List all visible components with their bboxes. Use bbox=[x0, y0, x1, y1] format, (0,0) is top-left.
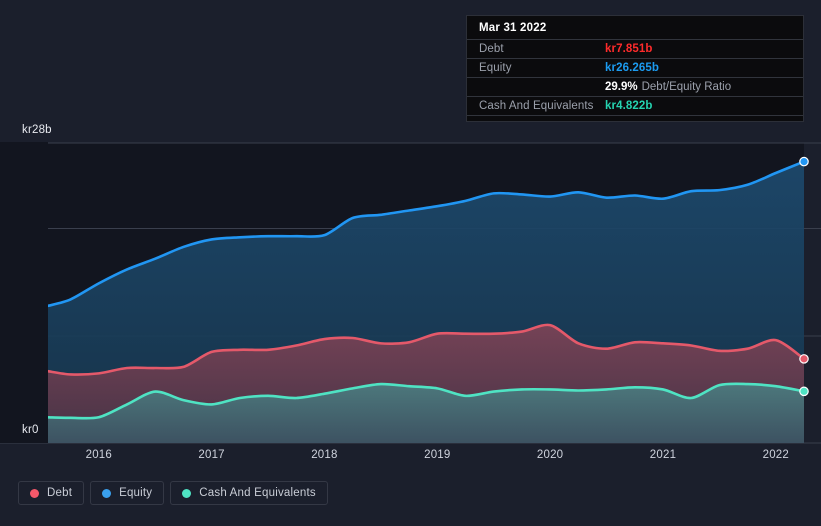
x-axis-tick-2016: 2016 bbox=[85, 449, 112, 461]
tooltip-value-debt: kr7.851b bbox=[605, 43, 653, 55]
series-debt-line bbox=[46, 323, 806, 376]
y-axis-label-bottom: kr0 bbox=[22, 424, 39, 436]
legend-dot-icon bbox=[102, 488, 112, 498]
tooltip-date: Mar 31 2022 bbox=[479, 22, 547, 34]
chart-legend: Debt Equity Cash And Equivalents bbox=[18, 481, 328, 505]
tooltip-footer-divider bbox=[467, 115, 803, 121]
legend-item-cash-and-equivalents[interactable]: Cash And Equivalents bbox=[170, 481, 328, 505]
tooltip-label-debt: Debt bbox=[479, 43, 504, 55]
tooltip-label-cash: Cash And Equivalents bbox=[479, 100, 594, 112]
tooltip-row-cash: Cash And Equivalents kr4.822b bbox=[467, 96, 803, 115]
tooltip-row-ratio: 29.9% Debt/Equity Ratio bbox=[467, 77, 803, 96]
financial-area-chart bbox=[0, 142, 821, 444]
legend-item-debt[interactable]: Debt bbox=[18, 481, 85, 505]
tooltip-value-ratio: 29.9% bbox=[605, 81, 638, 93]
x-axis-labels: 2016 2017 2018 2019 2020 2021 2022 bbox=[0, 449, 821, 467]
tooltip-label-ratio: Debt/Equity Ratio bbox=[641, 81, 732, 93]
tooltip-value-cash: kr4.822b bbox=[605, 100, 653, 112]
x-axis-tick-2021: 2021 bbox=[649, 449, 677, 461]
tooltip-row-equity: Equity kr26.265b bbox=[467, 58, 803, 77]
x-axis-tick-2019: 2019 bbox=[424, 449, 451, 461]
tooltip-value-equity: kr26.265b bbox=[605, 62, 659, 74]
legend-dot-icon bbox=[30, 488, 39, 498]
end-marker-cash bbox=[799, 386, 809, 397]
series-cash-line bbox=[46, 382, 806, 420]
series-equity-line bbox=[46, 160, 806, 308]
y-axis-label-top: kr28b bbox=[22, 124, 52, 136]
x-axis-tick-2017: 2017 bbox=[198, 449, 225, 461]
legend-label: Equity bbox=[119, 487, 153, 499]
tooltip-row-debt: Debt kr7.851b bbox=[467, 39, 803, 58]
x-axis-tick-2020: 2020 bbox=[536, 449, 564, 461]
data-tooltip: Mar 31 2022 Debt kr7.851b Equity kr26.26… bbox=[466, 15, 804, 122]
end-marker-debt bbox=[799, 354, 809, 364]
x-axis-tick-2022: 2022 bbox=[762, 449, 789, 461]
chart-area bbox=[0, 142, 821, 444]
tooltip-label-equity: Equity bbox=[479, 62, 512, 74]
x-axis-tick-2018: 2018 bbox=[311, 449, 338, 461]
legend-item-equity[interactable]: Equity bbox=[90, 481, 165, 505]
end-marker-equity bbox=[799, 156, 809, 167]
legend-label: Cash And Equivalents bbox=[199, 487, 316, 499]
legend-dot-icon bbox=[182, 488, 192, 498]
series-cash bbox=[46, 382, 806, 443]
legend-label: Debt bbox=[47, 487, 73, 499]
